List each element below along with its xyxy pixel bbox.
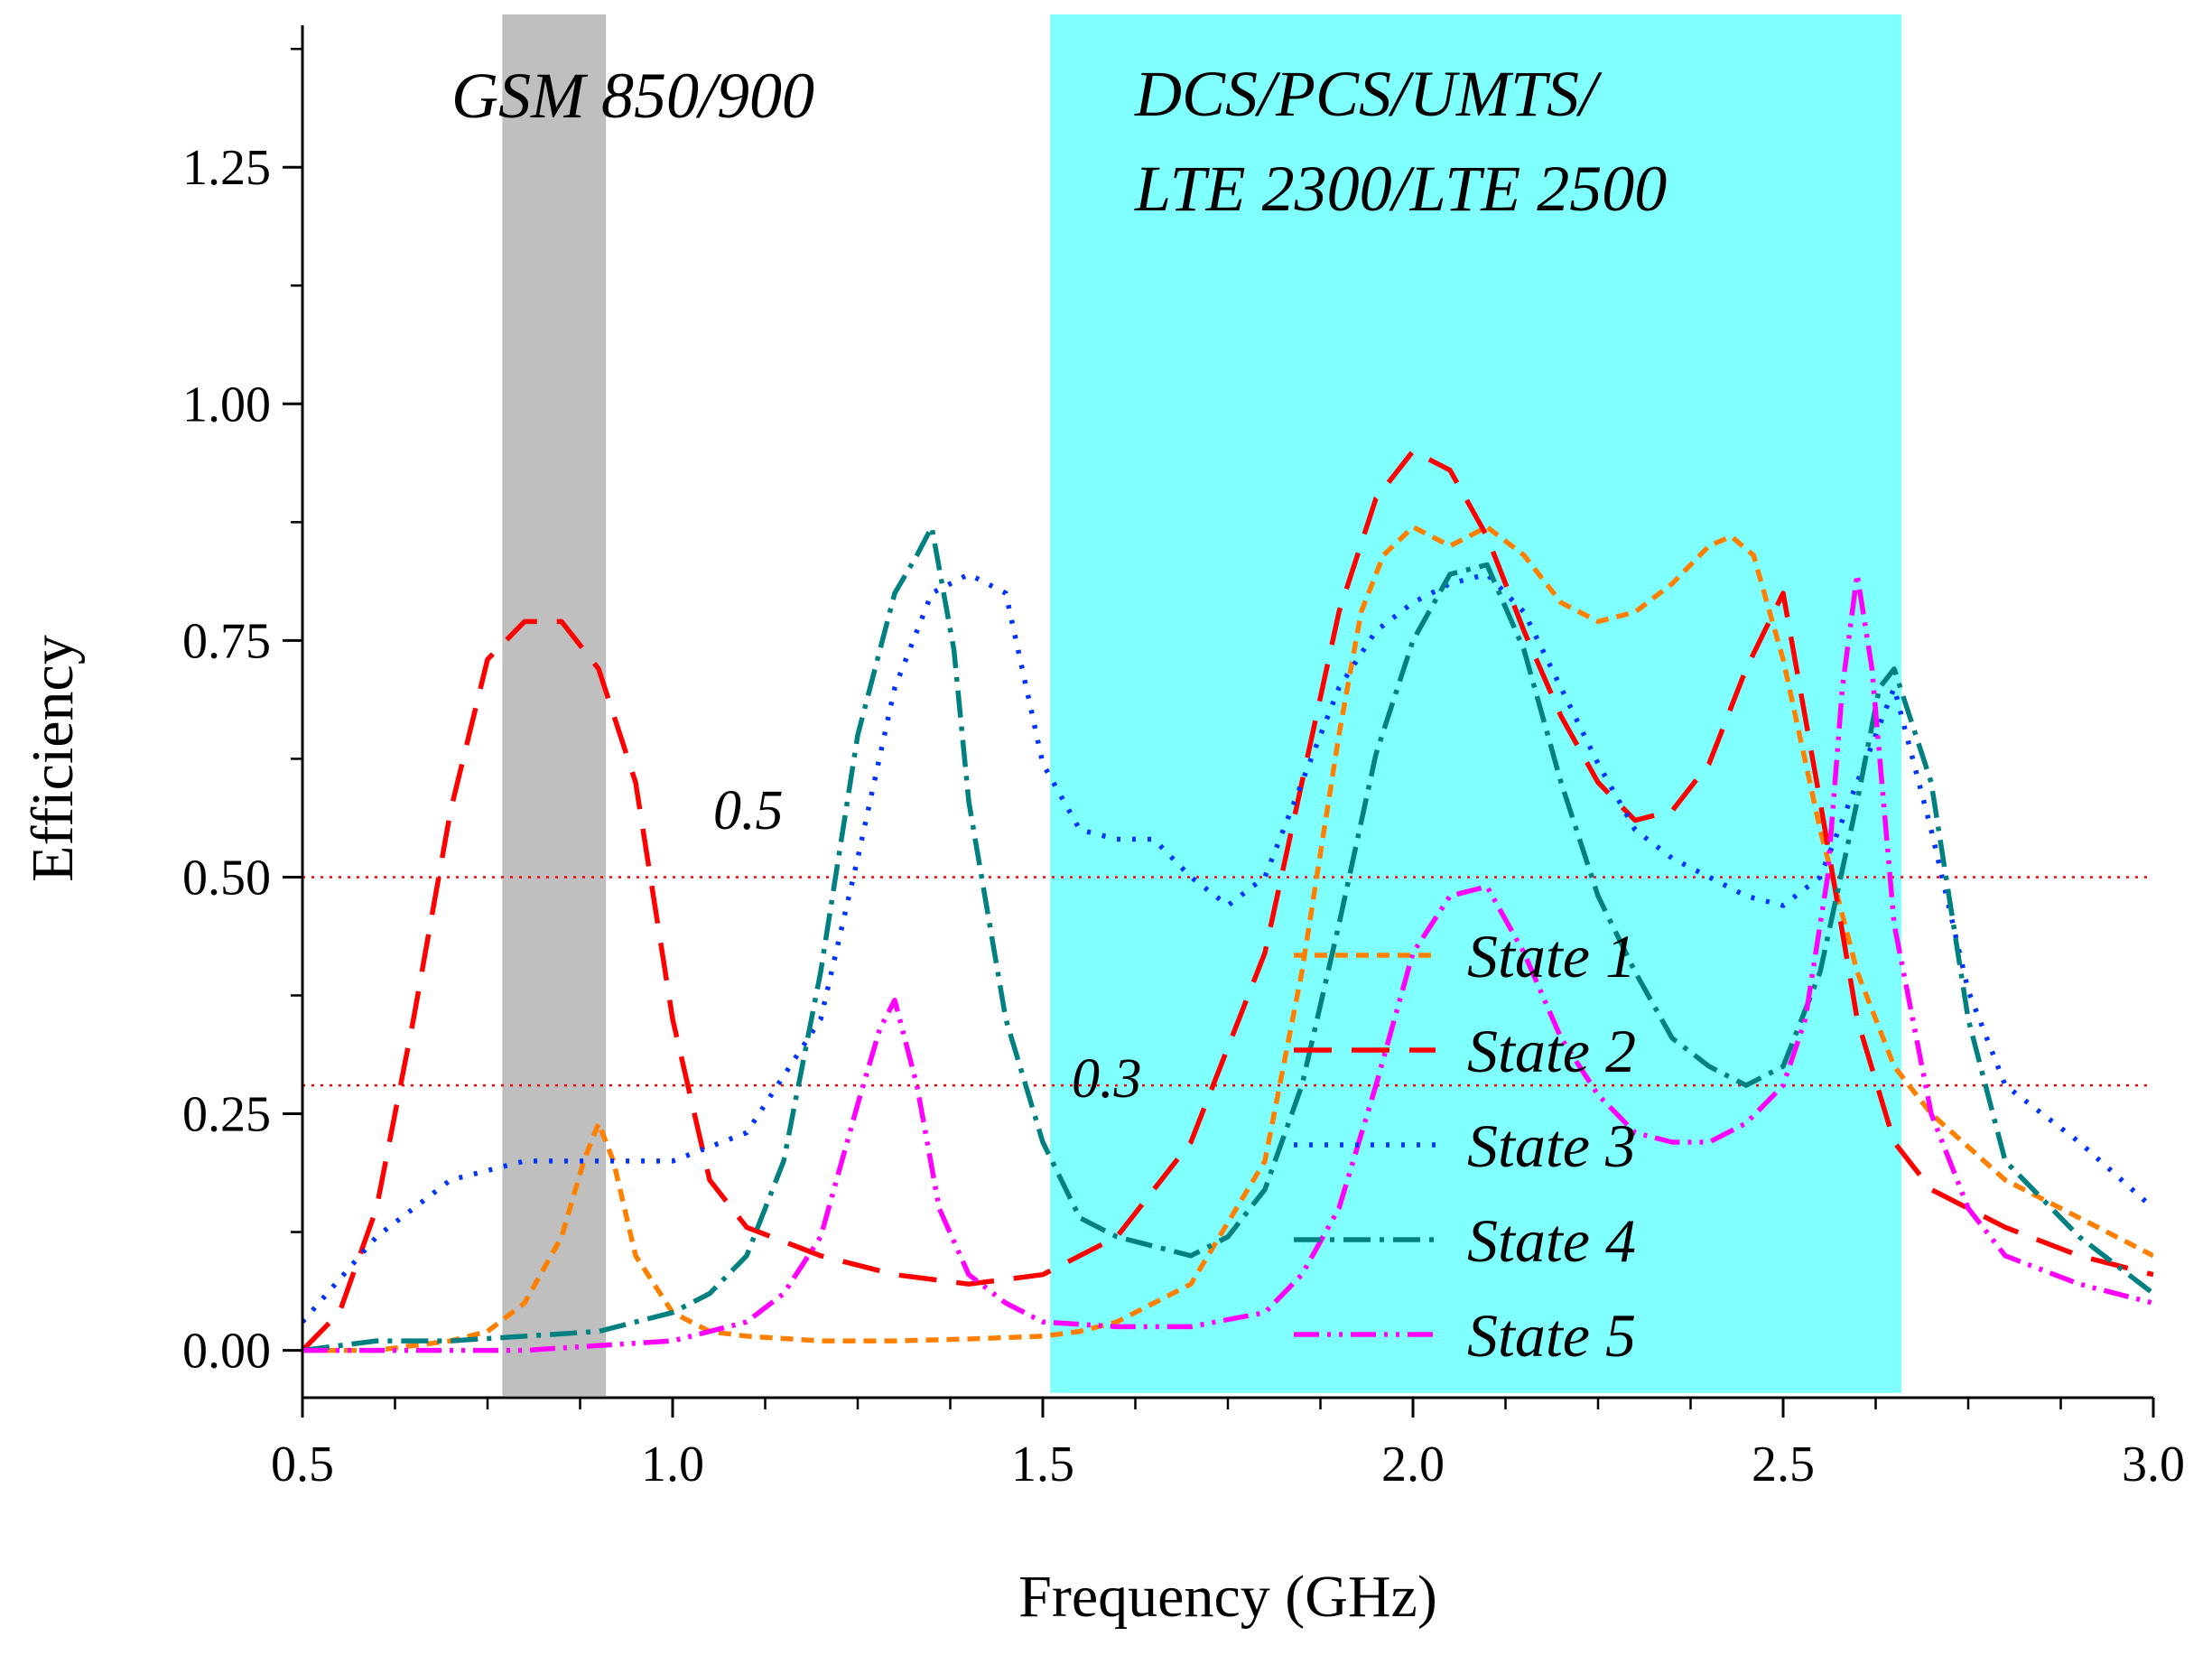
y-tick-label: 0.50 <box>182 850 271 906</box>
legend-label-state-2: State 2 <box>1467 1017 1636 1085</box>
x-tick-label: 1.0 <box>641 1437 704 1492</box>
legend: State 1 State 2 State 3 State 4 State 5 <box>1294 922 1636 1370</box>
y-axis-title: Efficiency <box>20 635 86 882</box>
legend-label-state-1: State 1 <box>1467 922 1636 990</box>
legend-label-state-4: State 4 <box>1467 1206 1636 1275</box>
gsm-band-label: GSM 850/900 <box>451 60 814 132</box>
band-1 <box>1050 14 1902 1393</box>
series-line-state-1 <box>302 524 2153 1353</box>
y-tick-label: 0.00 <box>182 1324 271 1380</box>
x-tick-label: 2.5 <box>1752 1437 1815 1492</box>
x-tick-label: 1.5 <box>1011 1437 1074 1492</box>
ref-label-0.3: 0.3 <box>1072 1048 1142 1110</box>
legend-label-state-3: State 3 <box>1467 1111 1636 1180</box>
dcs-band-label-line2: LTE 2300/LTE 2500 <box>1134 153 1667 225</box>
frequency-bands <box>502 14 1902 1396</box>
series-lines <box>302 448 2153 1353</box>
reference-lines <box>302 876 2153 1087</box>
y-tick-label: 1.00 <box>182 377 271 432</box>
y-tick-label: 0.25 <box>182 1087 271 1143</box>
x-tick-label: 3.0 <box>2122 1437 2185 1492</box>
x-tick-label: 0.5 <box>271 1437 334 1492</box>
y-tick-label: 0.75 <box>182 613 271 669</box>
series-line-state-5 <box>302 572 2153 1353</box>
series-line-state-2 <box>302 448 2153 1353</box>
legend-label-state-5: State 5 <box>1467 1301 1636 1370</box>
y-tick-label: 1.25 <box>182 140 271 196</box>
series-line-state-4 <box>302 524 2153 1353</box>
ref-label-0.5: 0.5 <box>713 780 784 841</box>
dcs-band-label-line1: DCS/PCS/UMTS/ <box>1134 58 1603 130</box>
band-0 <box>502 14 607 1396</box>
axis-ticks: 0.5 1.0 1.5 2.0 2.5 3.0 0.00 0.25 0.50 0.75 1.00 1.… <box>182 47 2185 1492</box>
x-axis-title: Frequency (GHz) <box>1018 1564 1437 1630</box>
x-tick-label: 2.0 <box>1381 1437 1445 1492</box>
